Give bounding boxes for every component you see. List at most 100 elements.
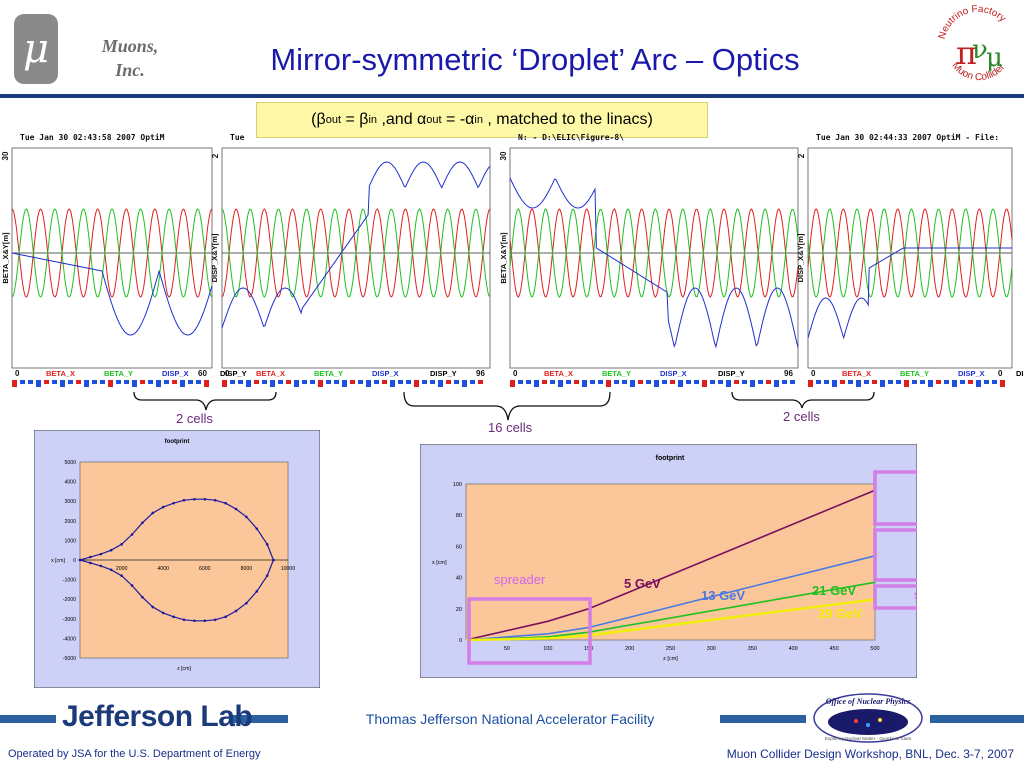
- optics-panel-frame: [509, 147, 799, 369]
- optics-x-tick-start: 0: [15, 369, 20, 378]
- lattice-magnet-marker: [108, 380, 113, 387]
- footprint-1-data-point: [245, 515, 248, 519]
- optics-legend-entry: DISP_X: [162, 369, 189, 378]
- optics-legend-entry: BETA_X: [46, 369, 75, 378]
- lattice-magnet-marker: [904, 380, 909, 387]
- footprint-1-y-tick: -3000: [63, 617, 76, 623]
- lattice-magnet-marker: [374, 380, 379, 384]
- footprint-2-y-tick: 40: [456, 576, 462, 582]
- lattice-magnet-marker: [702, 380, 707, 387]
- lattice-magnet-marker: [710, 380, 715, 384]
- lattice-magnet-marker: [230, 380, 235, 384]
- footprint-2-y-tick: 20: [456, 607, 462, 613]
- optics-panel-header: N: - D:\ELIC\Figure-8\: [518, 132, 624, 142]
- lattice-magnet-marker: [574, 380, 579, 384]
- optics-legend-entry: BETA_Y: [602, 369, 631, 378]
- lattice-magnet-marker: [936, 380, 941, 384]
- footprint-2-plot-area: [465, 483, 876, 641]
- optics-legend-entry: BETA_Y: [104, 369, 133, 378]
- optics-x-tick-end: 0: [998, 369, 1003, 378]
- lattice-magnet-marker: [196, 380, 201, 384]
- lattice-magnet-marker: [294, 380, 299, 387]
- footprint-1-data-point: [193, 497, 196, 501]
- lattice-magnet-marker: [694, 380, 699, 384]
- lattice-magnet-marker: [774, 380, 779, 387]
- footprint-1-data-point: [99, 552, 103, 556]
- footprint-1-data-point: [193, 619, 196, 623]
- lattice-magnet-marker: [686, 380, 691, 384]
- lattice-magnet-marker: [132, 380, 137, 387]
- beta-x-curve: [509, 208, 799, 298]
- beta-y-curve: [807, 208, 1013, 298]
- beta-symbol-2: β: [359, 111, 369, 128]
- lattice-magnet-marker: [542, 380, 547, 384]
- lattice-magnet-marker: [52, 380, 57, 384]
- lattice-magnet-marker: [590, 380, 595, 384]
- nf-logo-nu-glyph: ν: [972, 35, 988, 65]
- lattice-magnet-marker: [952, 380, 957, 387]
- footer-bar-far-right: [930, 715, 1024, 723]
- disp-x-curve: [807, 247, 1012, 340]
- cells-middle-label: 16 cells: [488, 420, 533, 435]
- muons-inc-logo: μ: [14, 14, 58, 84]
- footprint-1-x-tick: 4000: [157, 566, 169, 572]
- lattice-magnet-marker: [872, 380, 877, 384]
- neutrino-factory-logo: Neutrino Factory Muon Collider π ν μ: [937, 4, 1008, 83]
- lattice-magnet-marker: [832, 380, 837, 387]
- footprint-1-x-label: z [cm]: [177, 666, 191, 672]
- onp-title: Office of Nuclear Physics: [826, 697, 911, 706]
- lattice-magnet-marker: [510, 380, 515, 387]
- footer-bar-left: [0, 715, 56, 723]
- lattice-magnet-marker: [310, 380, 315, 384]
- footprint-1-data-point: [99, 564, 103, 568]
- footprint-2-y-tick: 0: [459, 638, 462, 644]
- footprint-1-data-point: [182, 498, 186, 502]
- lattice-magnet-marker: [960, 380, 965, 384]
- lattice-magnet-marker: [398, 380, 403, 384]
- optics-y-axis-label: BETA_X&Y[m]: [499, 232, 508, 284]
- lattice-magnet-marker: [742, 380, 747, 384]
- lattice-magnet-marker: [366, 380, 371, 387]
- header-rule: [0, 94, 1024, 98]
- footprint-1-data-point: [89, 561, 92, 565]
- lattice-magnet-marker: [390, 380, 395, 387]
- footprint-2-x-tick: 400: [789, 646, 798, 652]
- optics-panel-frame: [807, 147, 1013, 369]
- footer-bar-mid: [232, 715, 288, 723]
- footprint-1-data-point: [272, 558, 275, 562]
- lattice-magnet-marker: [286, 380, 291, 384]
- footprint-1-data-point: [203, 497, 207, 501]
- footprint-1-data-point: [120, 574, 123, 577]
- footprint-2-series-label: 29 GeV: [818, 606, 862, 621]
- lattice-magnet-marker: [60, 380, 65, 387]
- lattice-magnet-marker: [446, 380, 451, 384]
- lattice-magnet-marker: [758, 380, 763, 384]
- alpha-symbol-2: α: [465, 111, 475, 128]
- lattice-magnet-marker: [848, 380, 853, 384]
- footprint-1-x-tick: 10000: [281, 566, 296, 572]
- optics-legend-entry: BETA_X: [256, 369, 285, 378]
- lattice-magnet-marker: [334, 380, 339, 384]
- footprint-1-data-point: [109, 568, 113, 572]
- optics-legend-entry: BETA_X: [842, 369, 871, 378]
- lattice-magnet-marker: [124, 380, 129, 384]
- lattice-magnet-marker: [598, 380, 603, 384]
- lattice-magnet-marker: [888, 380, 893, 384]
- lattice-magnet-marker: [944, 380, 949, 384]
- lattice-magnet-marker: [100, 380, 105, 384]
- optics-panel-header: Tue Jan 30 02:44:33 2007 OptiM - File:: [816, 132, 999, 142]
- footprint-1-y-label: x [cm]: [51, 558, 65, 564]
- brace-middle: [403, 391, 611, 421]
- lattice-magnet-marker: [638, 380, 643, 384]
- optics-y-axis-label: BETA_X&Y[m]: [1, 232, 10, 284]
- lattice-magnet-marker: [766, 380, 771, 384]
- footprint-2-series-line: [465, 598, 876, 642]
- lattice-magnet-marker: [84, 380, 89, 387]
- footprint-1-data-point: [234, 507, 238, 511]
- lattice-magnet-marker: [824, 380, 829, 384]
- footprint-1-data-point: [172, 615, 175, 619]
- optics-x-tick-end: 96: [476, 369, 485, 378]
- optics-x-tick-end: 96: [784, 369, 793, 378]
- lattice-magnet-marker: [44, 380, 49, 384]
- septum-box: [873, 584, 917, 610]
